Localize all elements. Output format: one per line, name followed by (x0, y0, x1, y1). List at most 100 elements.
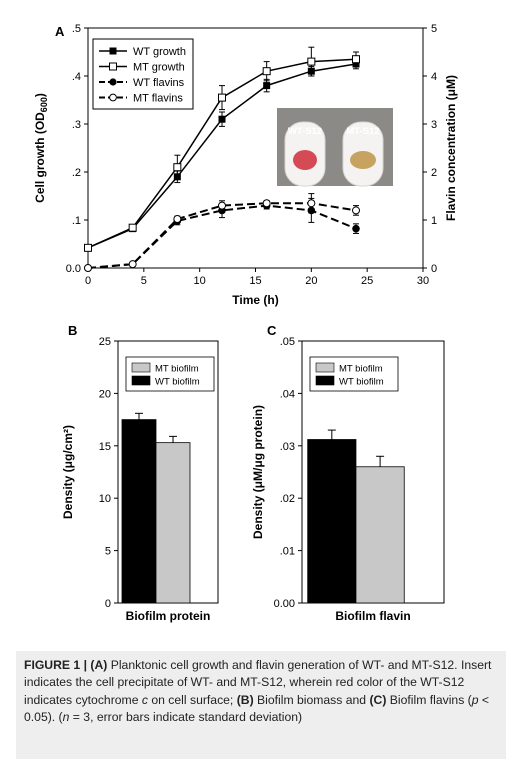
caption-text-c: Biofilm flavins ( (386, 692, 472, 707)
category-label: Biofilm flavin (335, 609, 410, 623)
panel-c-letter: C (267, 323, 277, 338)
y-tick-label: 10 (99, 493, 111, 505)
inset-pellet-wt (293, 150, 317, 170)
data-point (352, 206, 360, 215)
y-left-tick-label: .5 (72, 23, 81, 35)
y-tick-label: .05 (280, 336, 295, 348)
caption-label-b: (B) (236, 692, 254, 707)
data-point (128, 260, 137, 269)
x-axis-label: Time (h) (232, 293, 278, 307)
x-tick-label: 30 (417, 275, 429, 287)
panel-a-letter: A (55, 24, 65, 39)
y-tick-label: 0 (105, 598, 111, 610)
legend-swatch (315, 375, 335, 386)
caption-label-c: (C) (369, 692, 387, 707)
caption-figure-label: FIGURE 1 | (24, 658, 88, 672)
legend-marker (109, 62, 117, 71)
data-point (218, 93, 226, 102)
y-axis-label: Density (μg/cm²) (61, 425, 75, 519)
y-right-axis-label: Flavin concentration (μM) (444, 75, 458, 221)
x-tick-label: 5 (141, 275, 147, 287)
legend-frame (125, 356, 215, 392)
legend-marker (109, 93, 117, 102)
data-point (173, 215, 182, 224)
data-point (218, 201, 226, 210)
caption-italic-n: n (62, 710, 70, 725)
legend-swatch (315, 362, 335, 373)
legend-label: WT flavins (133, 77, 185, 89)
inset-photo: WT-S12 MT-S12 (277, 108, 393, 187)
legend-label: MT flavins (133, 93, 183, 105)
legend-label: WT biofilm (155, 377, 200, 388)
legend-label: WT growth (133, 46, 186, 58)
series-mt-growth (84, 46, 360, 252)
y-left-axis-label: Cell growth (OD600) (33, 93, 49, 203)
data-point (352, 224, 360, 233)
figure-caption: FIGURE 1 | (A) Planktonic cell growth an… (16, 651, 506, 759)
y-right-tick-label: 5 (431, 23, 437, 35)
legend-swatch (131, 375, 151, 386)
data-point (263, 82, 271, 90)
y-right-tick-label: 2 (431, 167, 437, 179)
caption-text-a: Planktonic cell growth and flavin genera… (24, 658, 492, 707)
data-point (307, 57, 316, 66)
caption-italic-p: p (471, 692, 479, 707)
legend-label: MT biofilm (155, 364, 199, 375)
y-left-tick-label: .3 (72, 119, 81, 131)
y-tick-label: 20 (99, 388, 111, 400)
y-tick-label: .03 (280, 441, 295, 453)
y-tick-label: 0.00 (274, 598, 295, 610)
y-right-tick-label: 1 (431, 215, 437, 227)
y-axis-label: Density (μM/μg protein) (251, 405, 265, 539)
data-point (84, 243, 92, 252)
x-tick-label: 15 (249, 275, 261, 287)
data-point (262, 67, 271, 76)
panel-c-legend: MT biofilm WT biofilm (309, 356, 399, 392)
y-tick-label: .04 (280, 388, 295, 400)
caption-italic-c: c (141, 692, 148, 707)
data-point (128, 223, 137, 232)
series-mt-flavins (84, 193, 360, 272)
inset-label-mt: MT-S12 (346, 126, 379, 137)
data-point (307, 199, 316, 208)
x-tick-label: 25 (361, 275, 373, 287)
y-tick-label: .01 (280, 546, 295, 558)
x-tick-label: 10 (194, 275, 206, 287)
panel-b-letter: B (68, 323, 77, 338)
panel-a-legend: WT growth MT growth WT flavins MT flavins (92, 38, 194, 110)
legend-swatch (131, 362, 151, 373)
bar-mt-biofilm (155, 442, 191, 604)
panel-b-legend: MT biofilm WT biofilm (125, 356, 215, 392)
data-point (218, 115, 226, 123)
y-right-tick-label: 0 (431, 263, 437, 275)
y-tick-label: .02 (280, 493, 295, 505)
legend-marker (109, 47, 117, 55)
y-left-tick-label: .4 (72, 71, 81, 83)
bar-mt-biofilm (355, 466, 405, 604)
data-point (84, 264, 92, 272)
x-tick-label: 0 (85, 275, 91, 287)
bar-wt-biofilm (121, 419, 157, 604)
caption-text-c3: = 3, error bars indicate standard deviat… (69, 710, 303, 725)
data-point (352, 55, 360, 64)
panel-a: A 0 5 10 15 20 25 30 0.0 .1 .2 .3 .4 .5 0 1 2 3 4 5 Time (h)… (33, 23, 458, 307)
y-left-tick-label: .2 (72, 167, 81, 179)
legend-label: MT biofilm (339, 364, 383, 375)
y-right-tick-label: 3 (431, 119, 437, 131)
panel-c: C 0.00 .01 .02 .03 .04 .05 Density (μM/μg prote… (251, 323, 445, 623)
y-tick-label: 15 (99, 441, 111, 453)
caption-text-c2: < 0.05). ( (24, 692, 490, 725)
y-tick-label: 25 (99, 336, 111, 348)
data-point (173, 163, 182, 172)
legend-label: WT biofilm (339, 377, 384, 388)
figure: A 0 5 10 15 20 25 30 0.0 .1 .2 .3 .4 .5 0 1 2 3 4 5 Time (h)… (33, 23, 458, 623)
caption-text-a2: on cell surface; (147, 692, 237, 707)
y-right-tick-label: 4 (431, 71, 437, 83)
category-label: Biofilm protein (126, 609, 211, 623)
y-tick-label: 5 (105, 546, 111, 558)
legend-frame (309, 356, 399, 392)
inset-label-wt: WT-S12 (288, 126, 322, 137)
caption-text-b: Biofilm biomass and (253, 692, 370, 707)
data-point (262, 199, 271, 208)
legend-marker (109, 78, 117, 86)
